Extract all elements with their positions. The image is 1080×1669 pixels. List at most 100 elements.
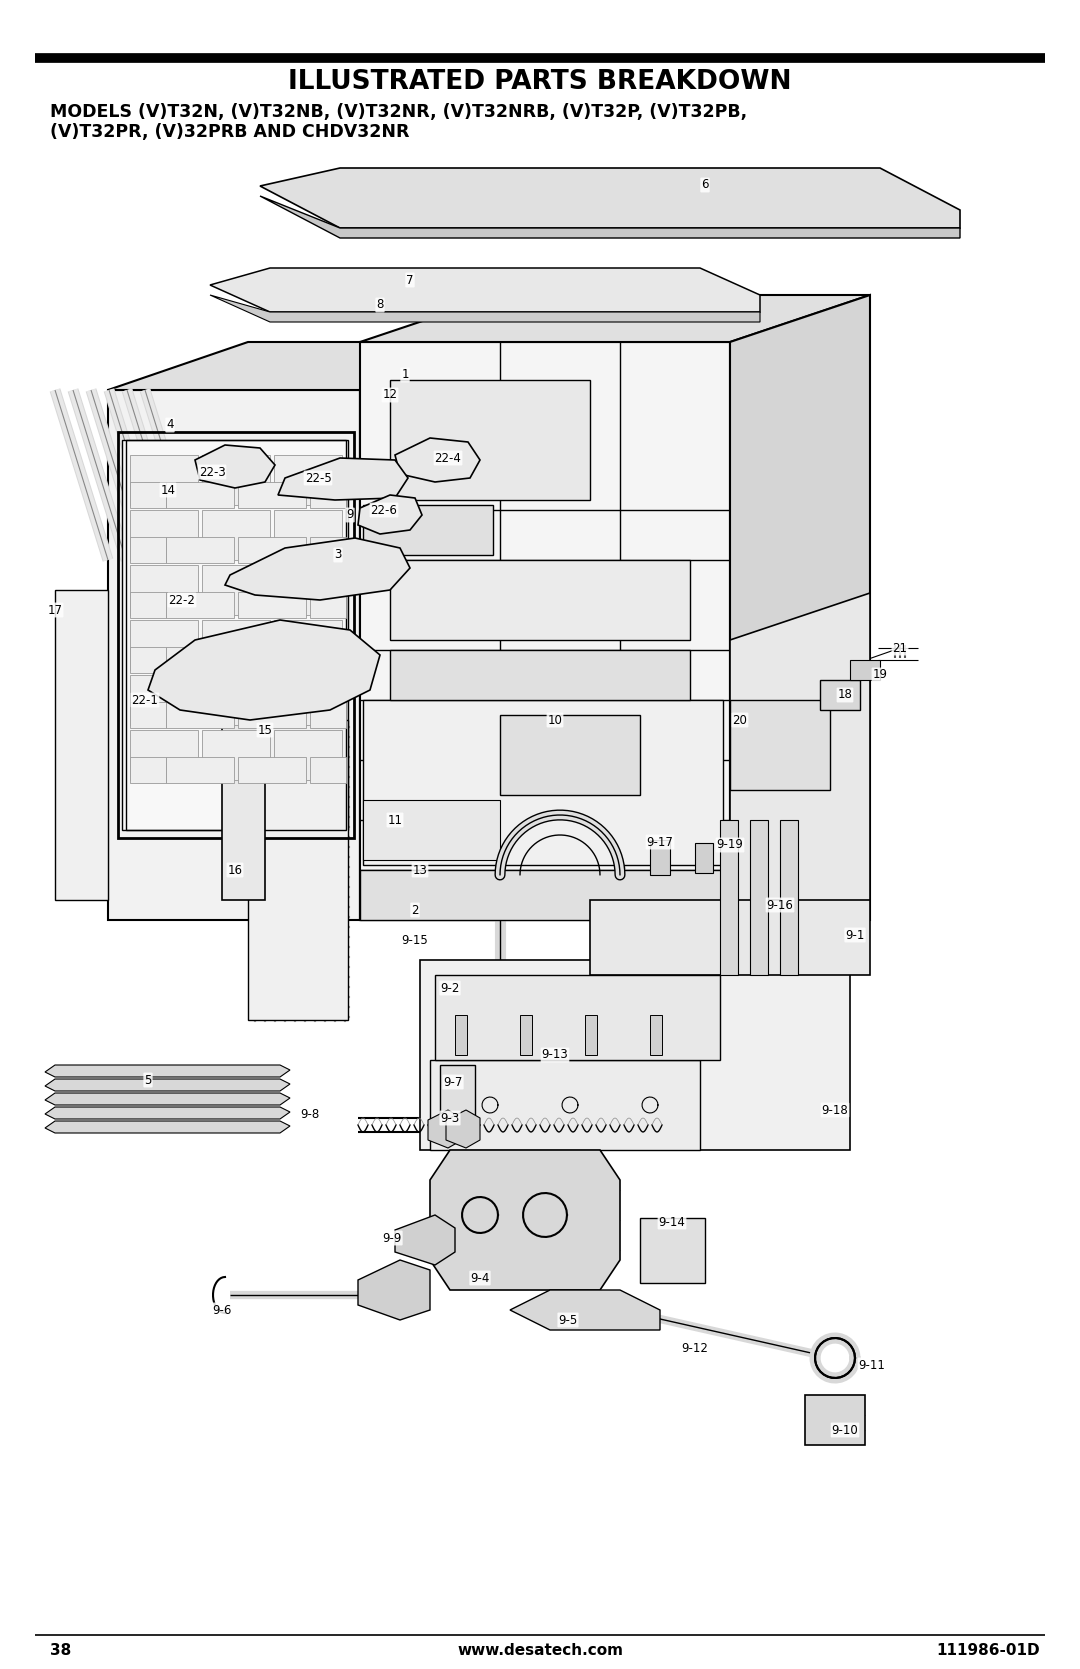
Text: 6: 6: [701, 179, 708, 192]
Text: 22-1: 22-1: [132, 694, 159, 706]
Polygon shape: [440, 1065, 475, 1120]
Text: 20: 20: [732, 714, 747, 726]
Text: 9-4: 9-4: [470, 1272, 489, 1285]
Polygon shape: [108, 342, 500, 391]
Polygon shape: [310, 482, 346, 507]
Polygon shape: [274, 566, 342, 614]
Polygon shape: [248, 719, 348, 1020]
Polygon shape: [430, 1060, 700, 1150]
Text: 111986-01D: 111986-01D: [936, 1642, 1040, 1657]
Polygon shape: [357, 496, 422, 534]
Polygon shape: [730, 295, 870, 920]
Polygon shape: [210, 295, 760, 322]
Polygon shape: [130, 566, 198, 614]
Polygon shape: [202, 511, 270, 561]
Polygon shape: [750, 819, 768, 975]
Text: www.desatech.com: www.desatech.com: [457, 1642, 623, 1657]
Polygon shape: [130, 648, 166, 673]
Polygon shape: [45, 1122, 291, 1133]
Bar: [363, 799, 500, 860]
Text: 1: 1: [402, 369, 408, 382]
Text: 9-8: 9-8: [300, 1108, 320, 1122]
Bar: [390, 381, 590, 501]
Text: 22-4: 22-4: [434, 452, 461, 464]
Polygon shape: [202, 674, 270, 724]
Polygon shape: [108, 391, 360, 920]
Text: 9-1: 9-1: [846, 928, 865, 941]
Polygon shape: [590, 900, 870, 975]
Polygon shape: [357, 1260, 430, 1320]
Polygon shape: [166, 592, 234, 618]
Text: 18: 18: [838, 689, 852, 701]
Polygon shape: [274, 674, 342, 724]
Polygon shape: [274, 729, 342, 779]
Polygon shape: [130, 537, 166, 562]
Text: 38: 38: [50, 1642, 71, 1657]
Text: 9-6: 9-6: [213, 1303, 232, 1317]
Polygon shape: [310, 648, 346, 673]
Bar: [640, 1218, 705, 1283]
Text: MODELS (V)T32N, (V)T32NB, (V)T32NR, (V)T32NRB, (V)T32P, (V)T32PB,: MODELS (V)T32N, (V)T32NB, (V)T32NR, (V)T…: [50, 103, 747, 120]
Text: 17: 17: [48, 604, 63, 616]
Text: 21: 21: [892, 641, 907, 654]
Polygon shape: [510, 1290, 660, 1330]
Polygon shape: [222, 699, 265, 900]
Text: 10: 10: [548, 714, 563, 726]
Polygon shape: [395, 437, 480, 482]
Bar: [805, 1395, 865, 1445]
Polygon shape: [420, 960, 850, 1150]
Polygon shape: [130, 674, 198, 724]
Text: 22-6: 22-6: [370, 504, 397, 516]
Text: 15: 15: [257, 723, 272, 736]
Text: 9-11: 9-11: [859, 1359, 886, 1372]
Polygon shape: [238, 648, 306, 673]
Text: 4: 4: [166, 419, 174, 432]
Polygon shape: [446, 1110, 480, 1148]
Polygon shape: [148, 619, 380, 719]
Text: 16: 16: [228, 863, 243, 876]
Text: 9-19: 9-19: [716, 838, 743, 851]
Polygon shape: [310, 758, 346, 783]
Polygon shape: [260, 195, 960, 239]
Polygon shape: [45, 1093, 291, 1105]
Polygon shape: [130, 758, 166, 783]
Text: 9-9: 9-9: [382, 1232, 402, 1245]
Polygon shape: [428, 1110, 462, 1148]
Text: 9-14: 9-14: [659, 1215, 686, 1228]
Text: 9-5: 9-5: [558, 1314, 578, 1327]
Text: 22-3: 22-3: [199, 466, 226, 479]
Text: 9-3: 9-3: [441, 1112, 460, 1125]
Text: 14: 14: [161, 484, 175, 496]
Polygon shape: [395, 1215, 455, 1265]
Polygon shape: [45, 1065, 291, 1077]
Bar: [500, 714, 640, 794]
Text: 11: 11: [388, 813, 403, 826]
Polygon shape: [238, 758, 306, 783]
Polygon shape: [260, 169, 960, 229]
Polygon shape: [238, 703, 306, 728]
Bar: [730, 699, 831, 789]
Text: 22-2: 22-2: [168, 594, 195, 606]
Polygon shape: [238, 537, 306, 562]
Polygon shape: [238, 482, 306, 507]
Bar: [363, 699, 723, 865]
Polygon shape: [130, 703, 166, 728]
Polygon shape: [130, 729, 198, 779]
Text: 12: 12: [382, 389, 397, 402]
Polygon shape: [730, 592, 870, 920]
Polygon shape: [278, 457, 408, 501]
Polygon shape: [166, 482, 234, 507]
Bar: [519, 1015, 532, 1055]
Polygon shape: [310, 537, 346, 562]
Polygon shape: [45, 1107, 291, 1118]
Bar: [455, 1015, 467, 1055]
Bar: [363, 506, 492, 556]
Text: (V)T32PR, (V)32PRB AND CHDV32NR: (V)T32PR, (V)32PRB AND CHDV32NR: [50, 124, 409, 140]
Text: ILLUSTRATED PARTS BREAKDOWN: ILLUSTRATED PARTS BREAKDOWN: [288, 68, 792, 95]
Polygon shape: [310, 592, 346, 618]
Polygon shape: [202, 729, 270, 779]
Polygon shape: [780, 819, 798, 975]
Text: 7: 7: [406, 274, 414, 287]
Bar: [696, 843, 713, 873]
Text: 9-7: 9-7: [443, 1075, 462, 1088]
